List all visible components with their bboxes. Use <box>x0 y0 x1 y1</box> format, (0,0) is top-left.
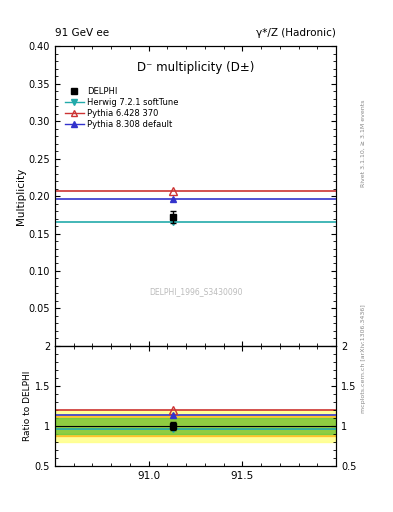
Text: Rivet 3.1.10, ≥ 3.1M events: Rivet 3.1.10, ≥ 3.1M events <box>361 100 366 187</box>
Y-axis label: Multiplicity: Multiplicity <box>16 167 26 225</box>
Legend: DELPHI, Herwig 7.2.1 softTune, Pythia 6.428 370, Pythia 8.308 default: DELPHI, Herwig 7.2.1 softTune, Pythia 6.… <box>62 83 182 132</box>
Y-axis label: Ratio to DELPHI: Ratio to DELPHI <box>23 371 32 441</box>
Text: D⁻ multiplicity (D±): D⁻ multiplicity (D±) <box>137 61 254 74</box>
Text: γ*/Z (Hadronic): γ*/Z (Hadronic) <box>256 28 336 38</box>
Bar <box>55 418 336 434</box>
Text: 91 GeV ee: 91 GeV ee <box>55 28 109 38</box>
Text: DELPHI_1996_S3430090: DELPHI_1996_S3430090 <box>149 287 242 296</box>
Bar <box>55 410 336 442</box>
Text: mcplots.cern.ch [arXiv:1306.3436]: mcplots.cern.ch [arXiv:1306.3436] <box>361 304 366 413</box>
Bar <box>55 416 336 436</box>
